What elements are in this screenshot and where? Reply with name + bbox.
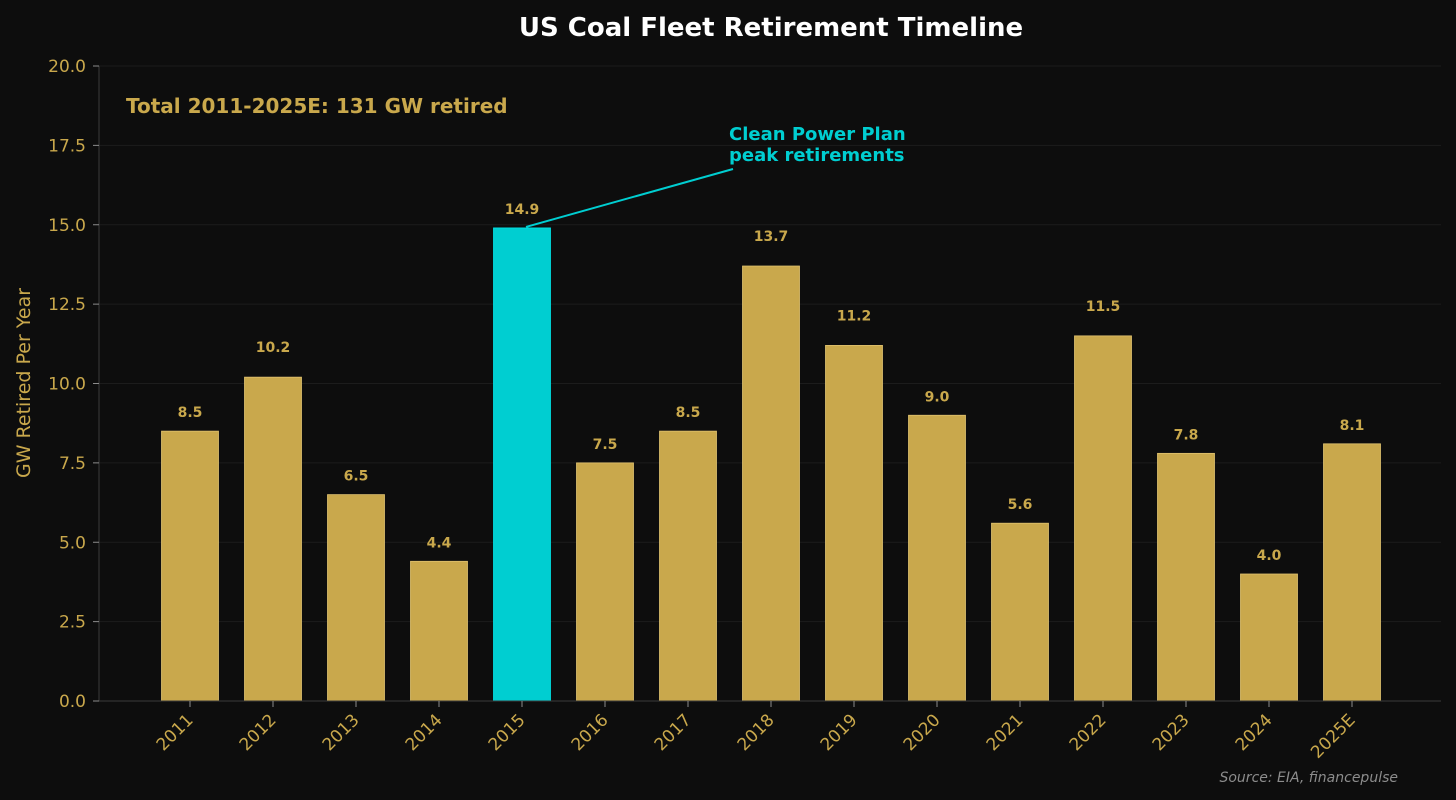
bars <box>161 227 1381 702</box>
value-label: 14.9 <box>505 202 540 218</box>
callout-text-line2: peak retirements <box>729 145 905 166</box>
total-annotation: Total 2011-2025E: 131 GW retired <box>126 94 508 118</box>
bar-2021 <box>991 522 1049 702</box>
value-label: 8.1 <box>1340 418 1365 434</box>
bar-2017 <box>659 430 717 702</box>
bar-2023 <box>1157 452 1215 702</box>
bar-2024 <box>1240 573 1298 702</box>
value-label: 13.7 <box>754 229 789 245</box>
y-tick-label: 15.0 <box>48 216 86 236</box>
value-label: 6.5 <box>344 469 369 485</box>
bar-2014 <box>410 560 468 702</box>
y-ticks: 0.0 2.5 5.0 7.5 10.0 12.5 15.0 17.5 20.0 <box>48 57 99 712</box>
bar-2015 <box>493 227 551 702</box>
y-tick-label: 5.0 <box>59 533 86 553</box>
y-tick-label: 10.0 <box>48 375 86 395</box>
value-label: 11.2 <box>837 308 872 324</box>
value-label: 7.8 <box>1174 427 1199 443</box>
value-label: 8.5 <box>178 405 203 421</box>
callout-arrow-line <box>525 168 734 228</box>
y-tick-label: 2.5 <box>59 613 86 633</box>
callout-text-line1: Clean Power Plan <box>729 124 906 145</box>
bar-2018 <box>742 265 800 702</box>
value-label: 9.0 <box>925 389 950 405</box>
bar-2019 <box>825 344 883 702</box>
value-label: 4.4 <box>427 535 452 551</box>
value-label: 5.6 <box>1008 497 1033 513</box>
value-label: 8.5 <box>676 405 701 421</box>
bar-2016 <box>576 462 634 702</box>
bar-2011 <box>161 430 219 702</box>
value-labels: 8.5 10.2 6.5 4.4 14.9 7.5 8.5 13.7 11.2 9.0 5.6 11.… <box>178 202 1365 564</box>
y-tick-label: 12.5 <box>48 295 86 315</box>
bar-2022 <box>1074 335 1132 702</box>
bar-2025E <box>1323 443 1381 702</box>
chart-title: US Coal Fleet Retirement Timeline <box>519 13 1023 43</box>
y-tick-label: 0.0 <box>59 692 86 712</box>
y-tick-label: 7.5 <box>59 454 86 474</box>
bar-2013 <box>327 494 385 702</box>
value-label: 11.5 <box>1086 299 1121 315</box>
y-axis-label: GW Retired Per Year <box>13 288 35 478</box>
bar-2012 <box>244 376 302 702</box>
value-label: 7.5 <box>593 437 618 453</box>
bar-2020 <box>908 414 966 702</box>
y-tick-label: 17.5 <box>48 136 86 156</box>
value-label: 10.2 <box>256 340 291 356</box>
y-tick-label: 20.0 <box>48 57 86 77</box>
source-note: Source: EIA, financepulse <box>1219 770 1398 786</box>
value-label: 4.0 <box>1257 548 1282 564</box>
